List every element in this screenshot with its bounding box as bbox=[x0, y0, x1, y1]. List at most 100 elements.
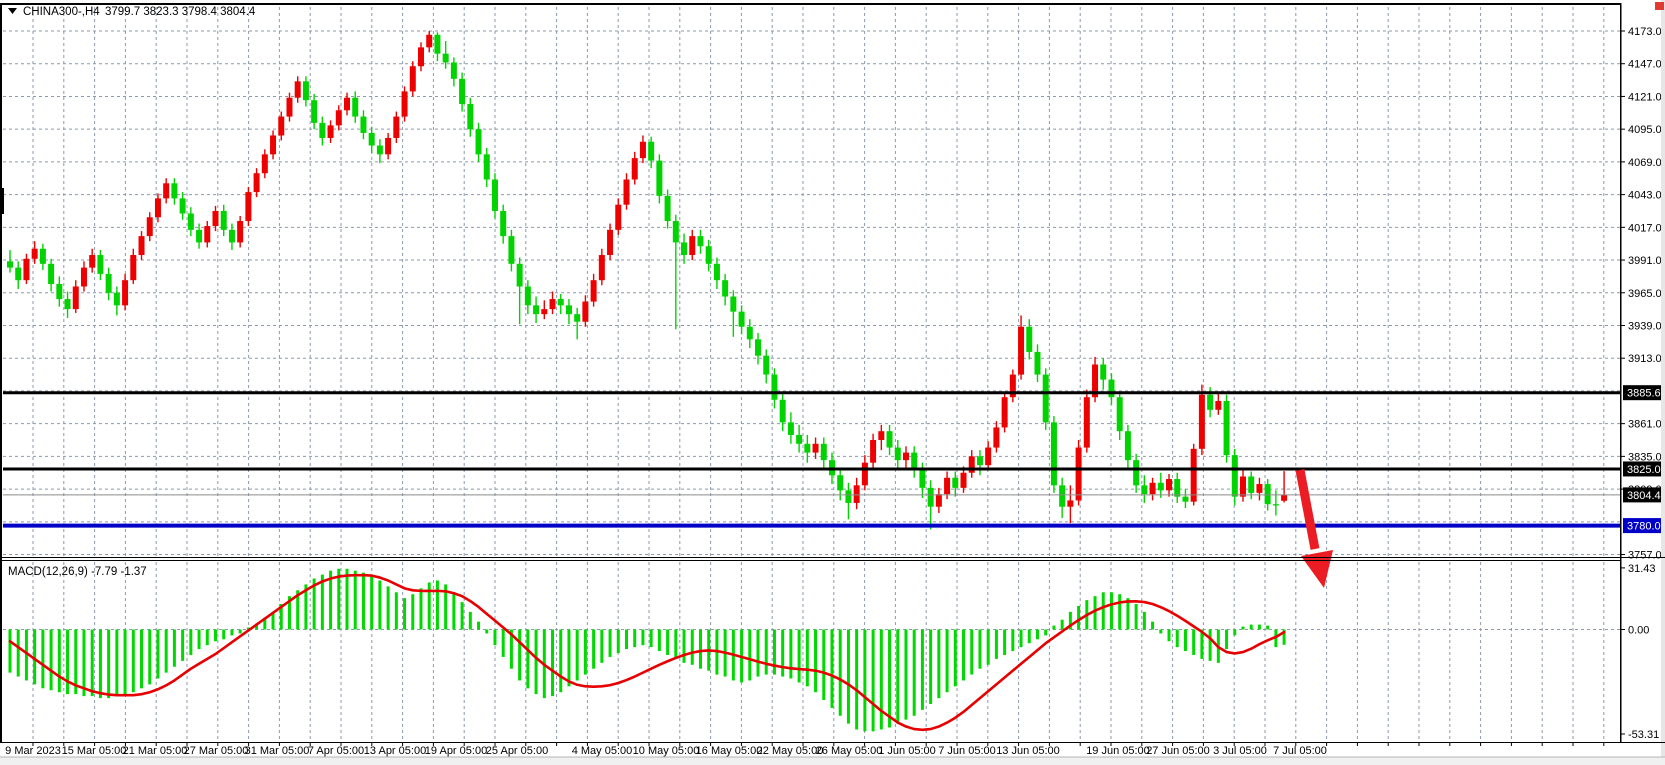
candle bbox=[1198, 384, 1205, 456]
candle bbox=[779, 393, 786, 432]
price-axis-tick: 3965.0 bbox=[1628, 288, 1662, 300]
candle bbox=[623, 173, 630, 210]
candle bbox=[187, 207, 194, 237]
candle bbox=[1026, 319, 1033, 360]
candle bbox=[220, 204, 227, 237]
candle bbox=[171, 178, 178, 205]
candle bbox=[1108, 373, 1115, 405]
macd-indicator-label: MACD(12,26,9) -7.79 -1.37 bbox=[8, 566, 147, 578]
candle bbox=[886, 424, 893, 456]
candle bbox=[533, 296, 540, 323]
candle bbox=[1240, 470, 1246, 502]
candle bbox=[911, 446, 918, 478]
time-axis-label: 7 Jun 05:00 bbox=[938, 745, 996, 757]
candle bbox=[541, 300, 548, 320]
candle bbox=[122, 273, 129, 311]
time-axis-label: 27 Jun 05:00 bbox=[1146, 745, 1210, 757]
price-lines-layer[interactable] bbox=[3, 391, 1620, 528]
macd-axis-tick: -53.31 bbox=[1628, 729, 1659, 741]
candle bbox=[574, 307, 581, 340]
candle bbox=[179, 192, 186, 220]
candle bbox=[607, 223, 614, 261]
candle bbox=[508, 229, 515, 272]
candle bbox=[409, 61, 416, 97]
candle bbox=[97, 249, 104, 281]
svg-text:3885.6: 3885.6 bbox=[1627, 388, 1661, 400]
candle bbox=[105, 267, 112, 301]
price-axis-tick: 3757.0 bbox=[1628, 550, 1662, 562]
arrow-head-icon[interactable] bbox=[1301, 550, 1333, 588]
candle bbox=[524, 280, 531, 315]
candles-layer bbox=[7, 31, 1288, 530]
candle bbox=[549, 291, 556, 315]
candle bbox=[755, 333, 762, 365]
candle bbox=[368, 126, 375, 154]
candle bbox=[738, 305, 745, 335]
candle bbox=[985, 441, 992, 471]
candle bbox=[878, 424, 885, 451]
svg-text:3825.0: 3825.0 bbox=[1627, 464, 1661, 476]
candle bbox=[615, 198, 622, 235]
candle bbox=[393, 111, 400, 144]
time-axis-label: 26 May 05:00 bbox=[816, 745, 883, 757]
candle bbox=[426, 31, 433, 53]
candle bbox=[352, 91, 359, 123]
candle bbox=[664, 189, 671, 229]
candle bbox=[746, 319, 753, 349]
macd-axis-tick: 31.43 bbox=[1628, 563, 1656, 575]
price-badge: 3825.0 bbox=[1623, 461, 1664, 477]
candle bbox=[1174, 472, 1181, 503]
candle bbox=[993, 421, 1000, 453]
candle bbox=[952, 471, 959, 497]
candle bbox=[475, 122, 482, 162]
candle bbox=[344, 92, 351, 116]
candle bbox=[853, 477, 860, 510]
down-arrow-annotation[interactable] bbox=[1295, 469, 1333, 588]
symbol-dropdown-icon[interactable] bbox=[8, 8, 17, 14]
candle bbox=[812, 437, 819, 459]
candle bbox=[639, 135, 646, 164]
candle bbox=[1116, 392, 1123, 441]
candle bbox=[894, 440, 901, 471]
svg-text:3804.4: 3804.4 bbox=[1627, 490, 1661, 502]
candle bbox=[845, 482, 852, 520]
candle bbox=[565, 299, 572, 325]
window-corner-mark bbox=[1655, 2, 1664, 10]
candle bbox=[138, 231, 145, 261]
price-axis-tick: 3835.0 bbox=[1628, 451, 1662, 463]
candle bbox=[631, 151, 638, 185]
time-axis-label: 10 May 05:00 bbox=[633, 745, 700, 757]
axis-layer[interactable]: 4173.0 4147.0 4121.0 4095.0 4069.0 4043.0 4017… bbox=[5, 26, 1664, 757]
candle bbox=[672, 214, 679, 330]
candle bbox=[804, 434, 811, 463]
candle bbox=[1190, 443, 1197, 506]
candle bbox=[154, 193, 161, 223]
candle bbox=[237, 215, 244, 248]
price-axis-tick: 4173.0 bbox=[1628, 26, 1662, 38]
price-axis-tick: 4147.0 bbox=[1628, 59, 1662, 71]
arrow-shaft[interactable] bbox=[1295, 469, 1320, 550]
candle bbox=[705, 239, 712, 272]
candle bbox=[294, 76, 301, 103]
price-axis-tick: 4095.0 bbox=[1628, 124, 1662, 136]
candle bbox=[319, 116, 326, 146]
candle bbox=[212, 205, 219, 232]
candle bbox=[1133, 453, 1140, 493]
candle bbox=[1034, 344, 1041, 383]
candle bbox=[1157, 472, 1164, 498]
candle bbox=[327, 120, 334, 144]
macd-signal-line bbox=[8, 573, 1286, 732]
candle bbox=[228, 223, 235, 250]
time-axis-label: 15 Mar 05:00 bbox=[62, 745, 127, 757]
price-badge: 3780.0 bbox=[1623, 518, 1664, 534]
macd-indicator-layer bbox=[8, 568, 1286, 732]
candle bbox=[418, 42, 424, 72]
candle bbox=[1009, 369, 1016, 403]
candle bbox=[648, 136, 655, 169]
price-axis-tick: 3939.0 bbox=[1628, 320, 1662, 332]
candle bbox=[278, 111, 285, 141]
candle bbox=[713, 257, 720, 289]
candle bbox=[500, 204, 507, 244]
